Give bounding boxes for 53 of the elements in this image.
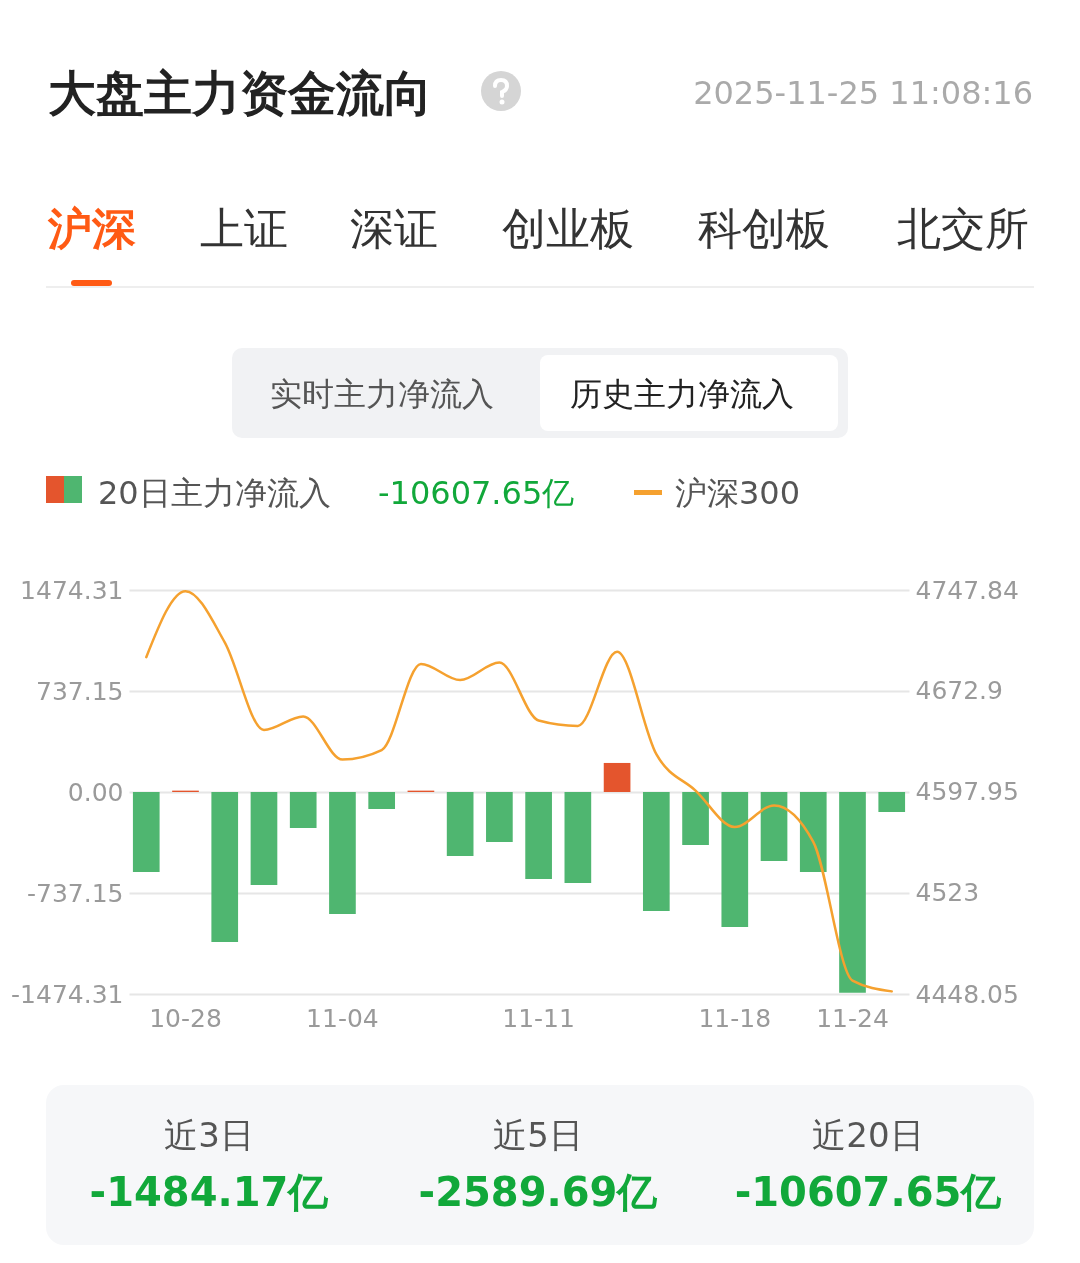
bar: [760, 792, 788, 862]
text: 北交所: [897, 202, 1029, 256]
bar: [839, 792, 866, 993]
x-tick-label: 11-24: [816, 1003, 889, 1033]
legend-label: 沪深300: [675, 473, 801, 514]
text: 沪深: [48, 202, 136, 256]
text: 实时主力净流入: [270, 374, 494, 415]
y2-tick-label: 4672.9: [915, 676, 1003, 706]
bar: [368, 792, 396, 809]
bar: [603, 762, 631, 792]
text: -1484.17亿: [88, 1168, 330, 1217]
x-tick-label: 11-11: [502, 1003, 575, 1033]
text: 创业板: [502, 202, 634, 256]
y-tick-label: -1474.31: [11, 979, 124, 1009]
bar: [721, 792, 749, 928]
bar: [329, 792, 356, 915]
x-tick-label: 11-04: [306, 1003, 379, 1033]
chart-title: 大盘主力资金流向: [48, 64, 432, 123]
text: 近3日: [163, 1114, 255, 1157]
text: 科创板: [698, 202, 830, 256]
bar: [446, 792, 474, 856]
legend-label: 20日主力净流入: [98, 473, 331, 514]
bar: [682, 792, 709, 846]
bar: [642, 792, 670, 912]
y2-tick-label: 4747.84: [915, 575, 1019, 605]
bar: [564, 792, 592, 883]
text: 深证: [350, 202, 438, 256]
text: -10607.65亿: [378, 473, 575, 514]
x-tick-label: 11-18: [698, 1003, 772, 1033]
bar: [878, 792, 906, 812]
y2-tick-label: 4523: [915, 878, 980, 908]
bar: [250, 792, 278, 886]
bar: [525, 792, 552, 879]
x-tick-label: 10-28: [149, 1003, 222, 1033]
y-tick-label: 1474.31: [20, 575, 124, 605]
text: -2589.69亿: [417, 1168, 659, 1217]
bar: [289, 792, 317, 829]
text: 历史主力净流入: [570, 374, 794, 415]
y2-tick-label: 4448.05: [915, 979, 1019, 1009]
text: 近20日: [811, 1114, 925, 1157]
text: -10607.65亿: [733, 1168, 1003, 1217]
text: 近5日: [492, 1114, 584, 1157]
text: 上证: [200, 202, 288, 256]
y-tick-label: 0.00: [67, 777, 124, 807]
y2-tick-label: 4597.95: [915, 777, 1019, 807]
line-series: [145, 589, 893, 993]
bar: [486, 792, 513, 843]
y-tick-label: 737.15: [36, 676, 124, 706]
y-tick-label: -737.15: [27, 878, 124, 908]
bar: [211, 792, 239, 943]
text: 2025-11-25 11:08:16: [693, 74, 1033, 112]
bar: [799, 792, 827, 873]
bar: [132, 792, 160, 873]
